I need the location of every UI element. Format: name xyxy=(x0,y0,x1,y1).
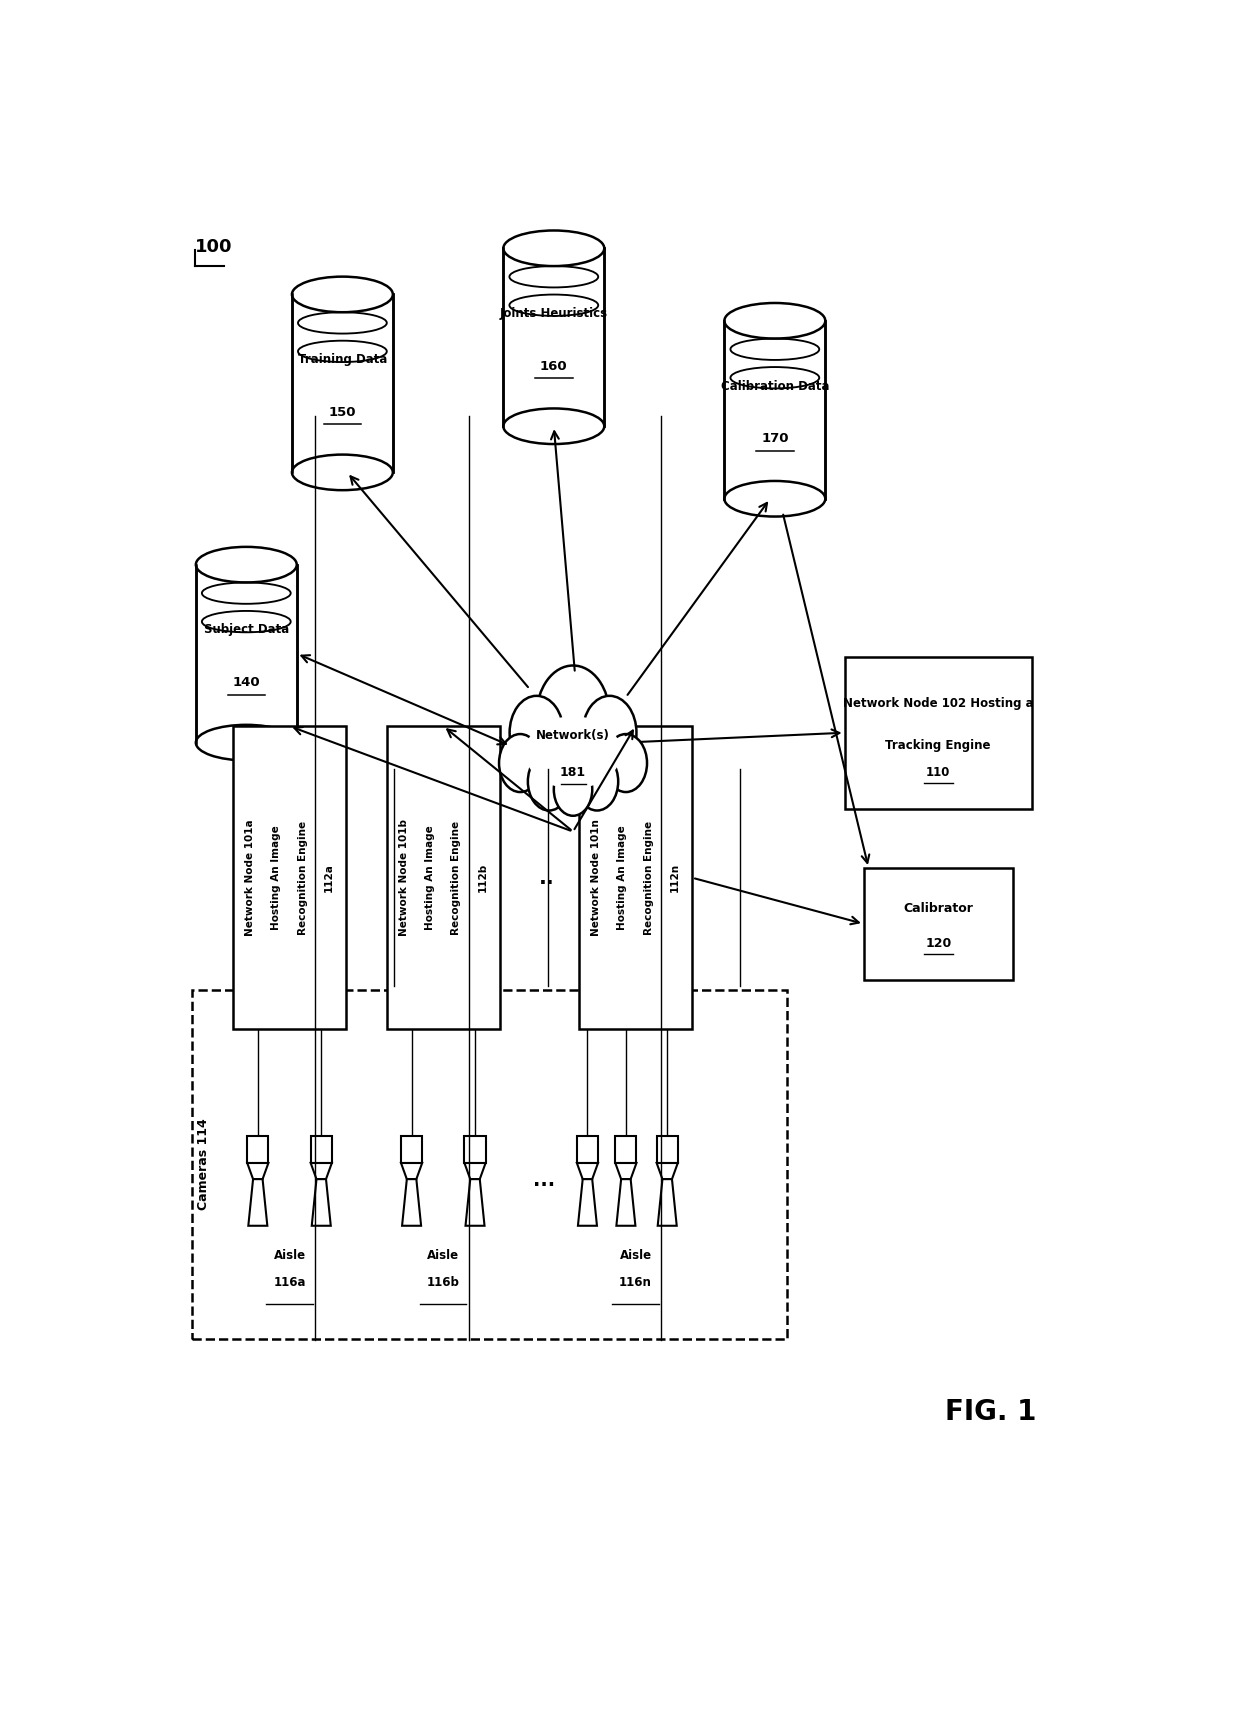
Ellipse shape xyxy=(196,724,296,760)
Circle shape xyxy=(537,666,610,765)
Polygon shape xyxy=(311,1162,332,1180)
Text: Joints Heuristics: Joints Heuristics xyxy=(500,306,608,320)
Text: ..: .. xyxy=(539,868,556,889)
Bar xyxy=(291,294,393,473)
Polygon shape xyxy=(311,1137,332,1162)
Text: 110: 110 xyxy=(926,765,950,779)
Circle shape xyxy=(583,695,636,770)
Text: Aisle: Aisle xyxy=(428,1250,459,1262)
Ellipse shape xyxy=(291,277,393,312)
Text: Network Node 101b: Network Node 101b xyxy=(399,820,409,936)
Polygon shape xyxy=(616,1180,635,1226)
Text: Network Node 101n: Network Node 101n xyxy=(591,820,601,936)
Text: 120: 120 xyxy=(925,936,951,950)
Polygon shape xyxy=(577,1137,598,1162)
Bar xyxy=(724,320,826,498)
Text: Recognition Engine: Recognition Engine xyxy=(298,820,308,935)
Polygon shape xyxy=(402,1180,422,1226)
Text: Network(s): Network(s) xyxy=(536,729,610,741)
Text: 112n: 112n xyxy=(670,863,680,892)
Bar xyxy=(864,868,1013,979)
Text: 150: 150 xyxy=(329,406,356,419)
Polygon shape xyxy=(615,1162,636,1180)
Text: 116a: 116a xyxy=(273,1275,306,1289)
Text: 140: 140 xyxy=(232,676,260,690)
Bar xyxy=(387,726,500,1029)
Text: FIG. 1: FIG. 1 xyxy=(945,1397,1037,1426)
Bar xyxy=(503,248,604,426)
Text: Calibrator: Calibrator xyxy=(903,902,973,914)
Text: Subject Data: Subject Data xyxy=(203,623,289,637)
Text: Cameras 114: Cameras 114 xyxy=(197,1118,210,1210)
Circle shape xyxy=(554,764,593,817)
Ellipse shape xyxy=(503,231,604,265)
Polygon shape xyxy=(311,1180,331,1226)
Text: Aisle: Aisle xyxy=(274,1250,305,1262)
Polygon shape xyxy=(465,1180,485,1226)
Bar xyxy=(233,726,346,1029)
Text: 170: 170 xyxy=(761,431,789,445)
Bar xyxy=(196,565,296,743)
Ellipse shape xyxy=(511,704,636,801)
Polygon shape xyxy=(657,1137,678,1162)
Polygon shape xyxy=(247,1137,268,1162)
Text: Hosting An Image: Hosting An Image xyxy=(618,825,627,930)
Text: Hosting An Image: Hosting An Image xyxy=(425,825,435,930)
Text: 112b: 112b xyxy=(477,863,487,892)
Bar xyxy=(579,726,692,1029)
Text: Recognition Engine: Recognition Engine xyxy=(451,820,461,935)
Text: Hosting An Image: Hosting An Image xyxy=(272,825,281,930)
Circle shape xyxy=(575,753,619,810)
Polygon shape xyxy=(248,1180,268,1226)
Text: Aisle: Aisle xyxy=(620,1250,651,1262)
Text: Recognition Engine: Recognition Engine xyxy=(644,820,653,935)
Ellipse shape xyxy=(503,409,604,443)
Text: ...: ... xyxy=(533,1171,556,1190)
Polygon shape xyxy=(657,1162,678,1180)
Text: Network Node 102 Hosting a: Network Node 102 Hosting a xyxy=(843,697,1033,710)
Circle shape xyxy=(528,753,570,810)
Ellipse shape xyxy=(724,481,826,517)
Text: 100: 100 xyxy=(196,238,233,257)
Ellipse shape xyxy=(724,303,826,339)
Text: 116b: 116b xyxy=(427,1275,460,1289)
Text: Training Data: Training Data xyxy=(298,353,387,366)
Bar xyxy=(191,990,787,1339)
Text: Tracking Engine: Tracking Engine xyxy=(885,740,991,752)
Circle shape xyxy=(510,695,563,770)
Polygon shape xyxy=(401,1137,422,1162)
Bar xyxy=(844,657,1032,808)
Polygon shape xyxy=(657,1180,677,1226)
Ellipse shape xyxy=(291,455,393,490)
Circle shape xyxy=(498,734,542,793)
Polygon shape xyxy=(577,1162,598,1180)
Text: 112a: 112a xyxy=(324,863,334,892)
Text: Calibration Data: Calibration Data xyxy=(720,380,830,392)
Text: 116n: 116n xyxy=(619,1275,652,1289)
Polygon shape xyxy=(247,1162,268,1180)
Text: 181: 181 xyxy=(560,765,587,779)
Text: 160: 160 xyxy=(539,360,568,373)
Polygon shape xyxy=(465,1162,486,1180)
Circle shape xyxy=(605,734,647,793)
Polygon shape xyxy=(615,1137,636,1162)
Ellipse shape xyxy=(525,716,621,789)
Polygon shape xyxy=(401,1162,422,1180)
Polygon shape xyxy=(578,1180,596,1226)
Text: Network Node 101a: Network Node 101a xyxy=(246,820,255,936)
Polygon shape xyxy=(465,1137,486,1162)
Ellipse shape xyxy=(196,546,296,582)
